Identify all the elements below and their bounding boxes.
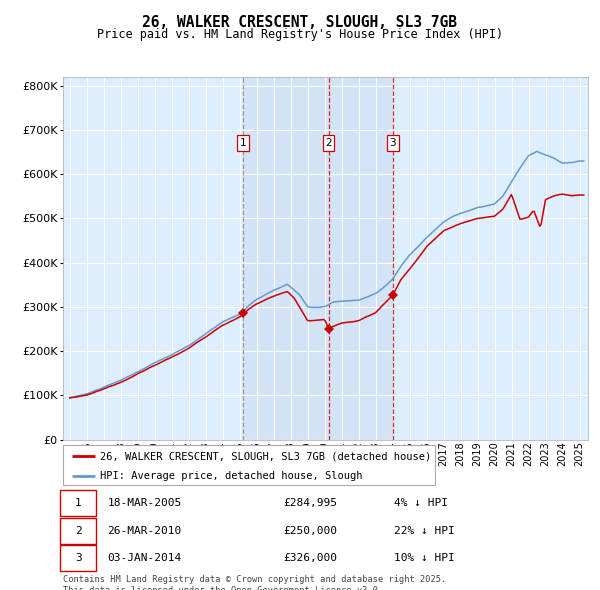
Text: HPI: Average price, detached house, Slough: HPI: Average price, detached house, Slou… (100, 471, 362, 481)
Text: £284,995: £284,995 (284, 499, 337, 509)
Text: 3: 3 (389, 138, 396, 148)
Text: Contains HM Land Registry data © Crown copyright and database right 2025.
This d: Contains HM Land Registry data © Crown c… (63, 575, 446, 590)
Text: 10% ↓ HPI: 10% ↓ HPI (394, 553, 455, 563)
FancyBboxPatch shape (61, 490, 96, 516)
Text: 18-MAR-2005: 18-MAR-2005 (107, 499, 182, 509)
Text: Price paid vs. HM Land Registry's House Price Index (HPI): Price paid vs. HM Land Registry's House … (97, 28, 503, 41)
Text: 26, WALKER CRESCENT, SLOUGH, SL3 7GB (detached house): 26, WALKER CRESCENT, SLOUGH, SL3 7GB (de… (100, 451, 431, 461)
FancyBboxPatch shape (61, 518, 96, 543)
Text: 4% ↓ HPI: 4% ↓ HPI (394, 499, 448, 509)
Text: 22% ↓ HPI: 22% ↓ HPI (394, 526, 455, 536)
Bar (243, 77, 393, 440)
Text: 26, WALKER CRESCENT, SLOUGH, SL3 7GB: 26, WALKER CRESCENT, SLOUGH, SL3 7GB (143, 15, 458, 30)
Text: 2: 2 (325, 138, 332, 148)
Text: £250,000: £250,000 (284, 526, 337, 536)
Text: £326,000: £326,000 (284, 553, 337, 563)
Text: 2: 2 (75, 526, 82, 536)
Text: 3: 3 (75, 553, 82, 563)
Text: 1: 1 (240, 138, 247, 148)
Text: 03-JAN-2014: 03-JAN-2014 (107, 553, 182, 563)
FancyBboxPatch shape (63, 445, 435, 485)
Text: 26-MAR-2010: 26-MAR-2010 (107, 526, 182, 536)
FancyBboxPatch shape (61, 545, 96, 571)
Text: 1: 1 (75, 499, 82, 509)
